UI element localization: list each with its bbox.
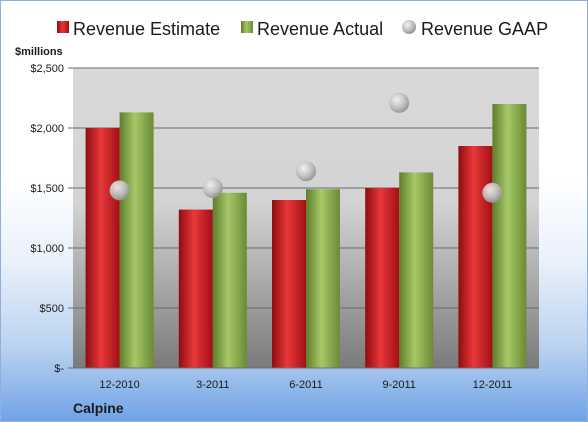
marker-revenue-gaap — [389, 92, 410, 113]
legend-swatch-revenue-actual — [241, 21, 253, 33]
legend: Revenue Estimate Revenue Actual Revenue … — [57, 19, 548, 39]
bar-revenue-actual — [212, 192, 247, 368]
legend-marker-revenue-gaap — [402, 20, 416, 34]
y-axis-ticks: $- $500 $1,000 $1,500 $2,000 $2,500 — [30, 63, 73, 375]
x-tick-label: 6-2011 — [289, 379, 322, 391]
bar-revenue-actual — [399, 172, 434, 368]
x-axis-ticks: 12-2010 3-2011 6-2011 9-2011 12-2011 — [99, 379, 512, 391]
marker-revenue-gaap — [482, 182, 503, 203]
legend-label-revenue-actual: Revenue Actual — [257, 19, 383, 39]
y-tick-label: $2,500 — [30, 63, 64, 75]
bar-revenue-estimate — [365, 188, 400, 368]
x-tick-label: 12-2011 — [473, 379, 513, 391]
bar-revenue-actual — [492, 104, 527, 368]
y-tick-label: $2,000 — [30, 123, 64, 135]
marker-revenue-gaap — [202, 178, 223, 198]
y-tick-label: $1,000 — [30, 243, 64, 255]
y-tick-label: $- — [54, 363, 64, 375]
x-tick-label: 9-2011 — [382, 379, 415, 391]
company-name: Calpine — [73, 400, 124, 416]
y-tick-label: $1,500 — [30, 183, 64, 195]
marker-revenue-gaap — [296, 161, 316, 182]
bar-revenue-estimate — [178, 209, 213, 368]
gaap-markers — [109, 92, 503, 203]
legend-label-revenue-gaap: Revenue GAAP — [421, 19, 548, 39]
bar-revenue-actual — [119, 112, 154, 369]
legend-swatch-revenue-estimate — [57, 21, 69, 33]
y-axis-unit-label: $millions — [15, 46, 63, 58]
legend-label-revenue-estimate: Revenue Estimate — [73, 19, 220, 39]
bar-revenue-estimate — [458, 146, 493, 368]
x-tick-label: 3-2011 — [196, 379, 229, 391]
bar-revenue-estimate — [85, 128, 120, 368]
bar-revenue-actual — [306, 189, 340, 368]
marker-revenue-gaap — [109, 180, 130, 201]
x-tick-label: 12-2010 — [99, 379, 139, 391]
y-tick-label: $500 — [40, 303, 64, 315]
bars — [85, 104, 527, 369]
bar-revenue-estimate — [272, 200, 306, 368]
